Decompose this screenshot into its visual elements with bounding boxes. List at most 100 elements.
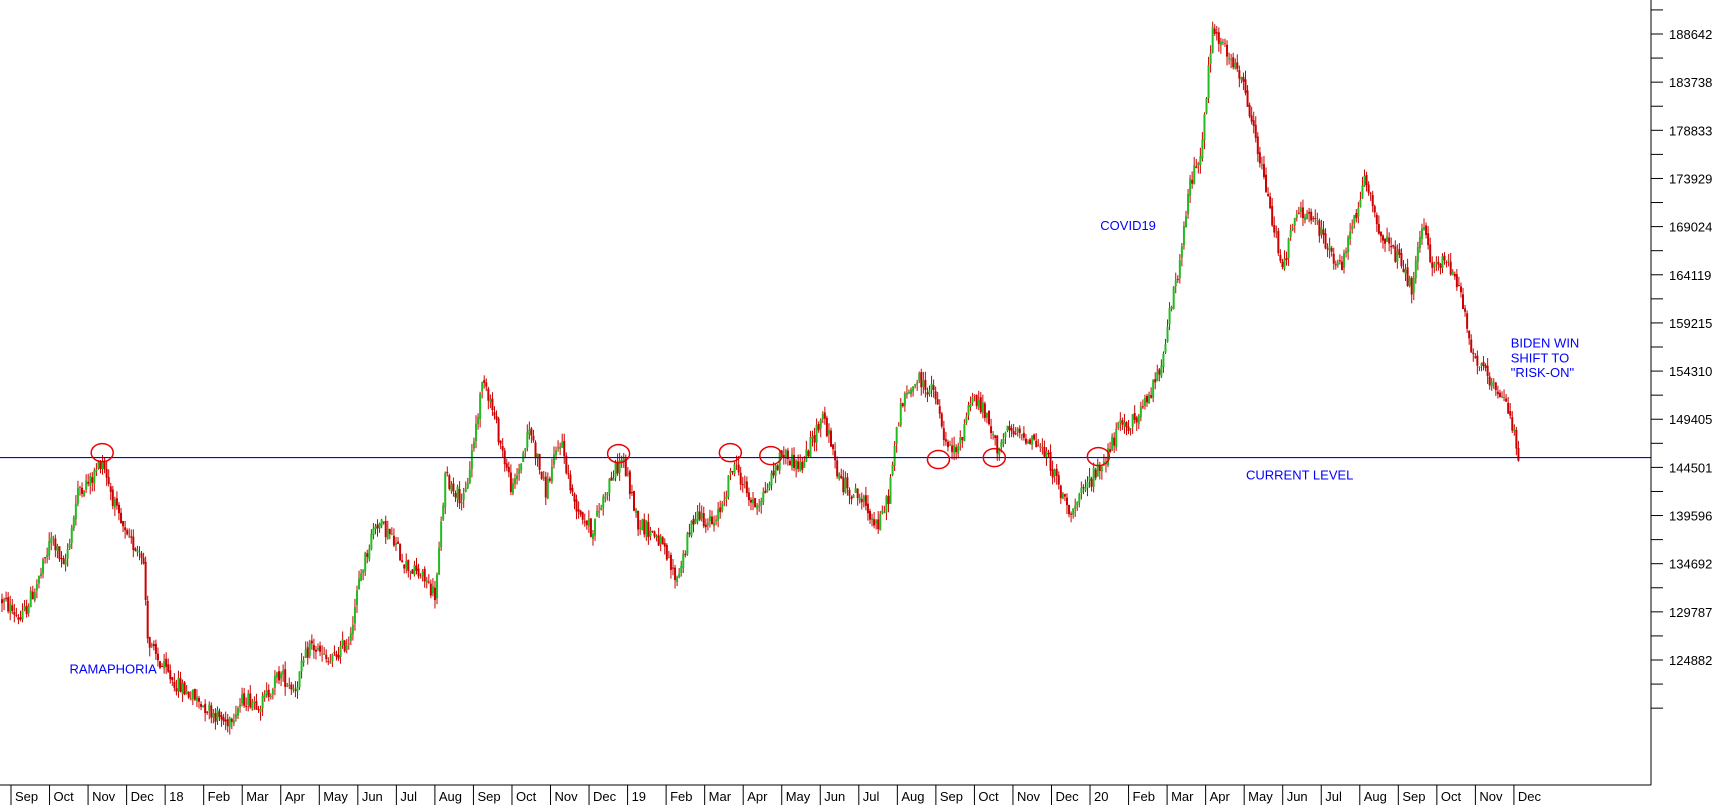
candle-body bbox=[413, 564, 416, 575]
candle-body bbox=[985, 412, 988, 418]
candle-body bbox=[255, 701, 258, 710]
candle-body bbox=[290, 684, 293, 690]
candle-body bbox=[1094, 469, 1097, 478]
candle-body bbox=[877, 519, 880, 530]
candle-body bbox=[745, 481, 748, 494]
y-tick-label: 154310 bbox=[1669, 364, 1712, 379]
candle-body bbox=[1236, 62, 1239, 69]
candle-body bbox=[1449, 261, 1452, 275]
candle-body bbox=[994, 435, 997, 439]
candle-body bbox=[489, 399, 492, 403]
candle-body bbox=[1404, 269, 1407, 275]
candle-body bbox=[1496, 391, 1499, 395]
candle-body bbox=[665, 544, 668, 560]
candle-body bbox=[803, 461, 806, 468]
candle-body bbox=[177, 677, 180, 691]
candle-body bbox=[1213, 28, 1216, 34]
candle-body bbox=[600, 507, 603, 511]
candle-body bbox=[524, 448, 527, 451]
candle-body bbox=[996, 435, 999, 454]
candle-body bbox=[1000, 442, 1003, 448]
candle-body bbox=[111, 489, 114, 506]
candle-body bbox=[1096, 463, 1099, 477]
candle-body bbox=[76, 487, 79, 504]
candle-body bbox=[784, 450, 787, 458]
candle-body bbox=[1129, 428, 1132, 430]
candle-body bbox=[425, 580, 428, 583]
candle-body bbox=[251, 702, 254, 710]
candle-body bbox=[971, 397, 974, 403]
candle-body bbox=[1271, 206, 1274, 226]
candle-body bbox=[335, 653, 338, 657]
candle-body bbox=[526, 432, 529, 448]
candle-body bbox=[58, 546, 61, 560]
candle-body bbox=[438, 547, 441, 575]
candle-body bbox=[692, 518, 695, 525]
candle-body bbox=[323, 653, 326, 655]
candle-body bbox=[700, 513, 703, 519]
candle-body bbox=[1193, 165, 1196, 185]
candle-body bbox=[454, 492, 457, 498]
candle-body bbox=[204, 703, 207, 714]
candle-body bbox=[735, 462, 738, 464]
candle-body bbox=[339, 645, 342, 657]
candle-body bbox=[737, 464, 740, 473]
candle-body bbox=[542, 477, 545, 479]
candle-body bbox=[528, 429, 531, 435]
candle-body bbox=[565, 455, 568, 473]
candle-body bbox=[1010, 428, 1013, 432]
candle-body bbox=[485, 382, 488, 387]
candle-body bbox=[647, 521, 650, 538]
candle-body bbox=[419, 577, 422, 579]
candle-body bbox=[308, 642, 311, 656]
candle-body bbox=[1061, 493, 1064, 499]
candle-body bbox=[587, 518, 590, 527]
candle-body bbox=[134, 548, 137, 551]
candle-body bbox=[1287, 238, 1290, 259]
candle-body bbox=[518, 469, 521, 474]
candle-body bbox=[382, 521, 385, 523]
candle-body bbox=[1480, 363, 1483, 367]
candle-body bbox=[1468, 330, 1471, 339]
candle-body bbox=[146, 600, 149, 639]
candle-body bbox=[569, 474, 572, 491]
candle-body bbox=[1457, 285, 1460, 287]
candle-body bbox=[1024, 438, 1027, 444]
candle-body bbox=[493, 412, 496, 416]
candle-body bbox=[944, 439, 947, 442]
highlight-circle bbox=[759, 445, 783, 466]
y-tick-label: 149405 bbox=[1669, 412, 1712, 427]
candle-body bbox=[458, 488, 461, 504]
candle-body bbox=[479, 393, 482, 419]
candle-body bbox=[314, 649, 317, 652]
candle-body bbox=[657, 535, 660, 546]
candle-body bbox=[1371, 195, 1374, 207]
candle-body bbox=[124, 527, 127, 531]
candle-body bbox=[1363, 175, 1366, 187]
candle-body bbox=[741, 484, 744, 486]
candle-body bbox=[581, 512, 584, 520]
candle-body bbox=[832, 444, 835, 450]
candle-body bbox=[421, 571, 424, 577]
candle-body bbox=[126, 530, 129, 535]
candle-body bbox=[571, 487, 574, 493]
candle-body bbox=[1308, 211, 1311, 214]
annotation-label: COVID19 bbox=[1100, 218, 1156, 233]
candle-body bbox=[1357, 207, 1360, 217]
candle-body bbox=[216, 709, 219, 721]
candle-body bbox=[74, 503, 77, 520]
candle-body bbox=[1226, 44, 1229, 57]
candle-body bbox=[130, 536, 133, 538]
candle-body bbox=[376, 524, 379, 529]
candle-body bbox=[101, 461, 104, 470]
candle-body bbox=[214, 713, 217, 722]
candle-body bbox=[555, 450, 558, 456]
candle-body bbox=[1332, 253, 1335, 264]
candle-body bbox=[1291, 227, 1294, 230]
candle-body bbox=[799, 462, 802, 472]
candle-body bbox=[399, 543, 402, 561]
candle-body bbox=[5, 598, 8, 600]
candle-body bbox=[981, 402, 984, 413]
candle-body bbox=[1379, 231, 1382, 237]
candle-body bbox=[1172, 286, 1175, 309]
